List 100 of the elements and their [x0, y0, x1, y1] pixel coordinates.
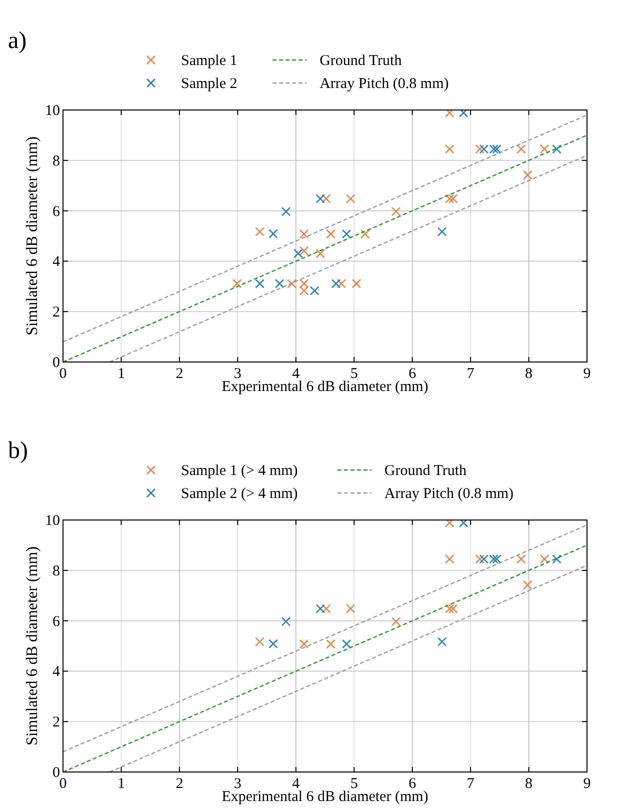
point	[522, 580, 532, 590]
legend-label: Ground Truth	[384, 463, 468, 479]
point	[391, 616, 401, 626]
point	[540, 144, 550, 154]
y-tick-label: 10	[45, 513, 60, 529]
point	[299, 286, 309, 296]
x-tick-label: 1	[117, 776, 125, 792]
point	[516, 554, 526, 564]
y-tick-label: 4	[52, 664, 60, 680]
x-tick-label: 7	[466, 366, 475, 382]
legend-label: Sample 2	[181, 76, 238, 92]
point	[294, 248, 303, 258]
legend-label: Array Pitch (0.8 mm)	[384, 486, 514, 502]
legend-label: Ground Truth	[320, 53, 402, 69]
y-tick-label: 8	[52, 563, 60, 580]
point	[310, 286, 320, 296]
y-tick-label: 2	[52, 304, 60, 321]
y-tick-label: 10	[45, 103, 60, 119]
point	[316, 194, 325, 204]
point	[346, 194, 356, 204]
y-axis-title: Simulated 6 dB diameter (mm)	[24, 136, 41, 336]
y-tick-label: 4	[52, 254, 60, 270]
x-tick-label: 3	[234, 776, 242, 792]
chart-title: a)	[8, 28, 27, 54]
point	[287, 278, 296, 288]
point	[299, 278, 309, 288]
point	[360, 229, 370, 239]
point	[391, 206, 401, 216]
point	[299, 246, 309, 256]
x-tick-label: 4	[292, 366, 300, 382]
point	[458, 520, 468, 528]
legend-label: Sample 2 (> 4 mm)	[181, 486, 298, 502]
x-tick-label: 8	[525, 776, 533, 792]
point	[322, 604, 331, 614]
x-axis-title: Experimental 6 dB diameter (mm)	[222, 789, 428, 805]
point	[437, 227, 447, 236]
point	[352, 278, 362, 288]
point	[448, 194, 458, 204]
point	[475, 144, 485, 154]
legend-label: Array Pitch (0.8 mm)	[320, 76, 449, 92]
point	[268, 639, 278, 648]
point	[492, 554, 502, 564]
legend-label: Sample 1	[181, 53, 238, 69]
point	[331, 278, 341, 288]
point	[522, 170, 532, 180]
point	[492, 144, 502, 154]
point	[552, 554, 562, 564]
x-tick-label: 2	[176, 776, 184, 792]
legend-label: Sample 1 (> 4 mm)	[181, 463, 298, 479]
point	[540, 554, 550, 564]
point	[316, 604, 325, 614]
point	[475, 554, 485, 564]
y-axis-title: Simulated 6 dB diameter (mm)	[24, 546, 41, 746]
point	[326, 639, 336, 649]
x-tick-label: 8	[525, 366, 533, 382]
x-tick-label: 7	[466, 776, 475, 792]
point	[444, 554, 454, 564]
point	[448, 604, 458, 614]
x-tick-label: 5	[350, 366, 358, 382]
point	[444, 520, 454, 528]
x-tick-label: 6	[408, 776, 417, 792]
point	[255, 637, 264, 646]
x-axis-title: Experimental 6 dB diameter (mm)	[222, 379, 428, 395]
y-tick-label: 0	[52, 765, 60, 781]
x-tick-label: 9	[583, 366, 591, 382]
point	[299, 229, 309, 239]
point	[516, 144, 526, 154]
point	[342, 229, 352, 239]
point	[444, 144, 454, 154]
y-tick-label: 6	[52, 204, 60, 220]
x-tick-label: 2	[176, 366, 184, 382]
point	[316, 248, 325, 258]
x-tick-label: 4	[292, 776, 300, 792]
point	[346, 604, 356, 614]
y-tick-label: 6	[52, 614, 60, 630]
chart-title: b)	[8, 438, 28, 464]
x-tick-label: 5	[350, 776, 358, 792]
point	[322, 194, 331, 204]
x-tick-label: 9	[583, 776, 591, 792]
x-tick-label: 1	[117, 366, 125, 382]
point	[281, 206, 291, 216]
point	[326, 229, 336, 239]
point	[299, 639, 309, 649]
point	[336, 278, 346, 288]
point	[552, 144, 562, 154]
point	[274, 278, 284, 288]
point	[444, 194, 454, 204]
y-tick-label: 0	[52, 355, 60, 371]
point	[232, 278, 242, 288]
point	[444, 604, 454, 614]
point	[437, 637, 447, 646]
point	[458, 110, 468, 118]
point	[268, 229, 278, 238]
point	[342, 639, 352, 649]
point	[255, 227, 264, 236]
point	[255, 278, 264, 288]
x-tick-label: 6	[408, 366, 417, 382]
point	[444, 110, 454, 118]
y-tick-label: 2	[52, 714, 60, 731]
x-tick-label: 3	[234, 366, 242, 382]
